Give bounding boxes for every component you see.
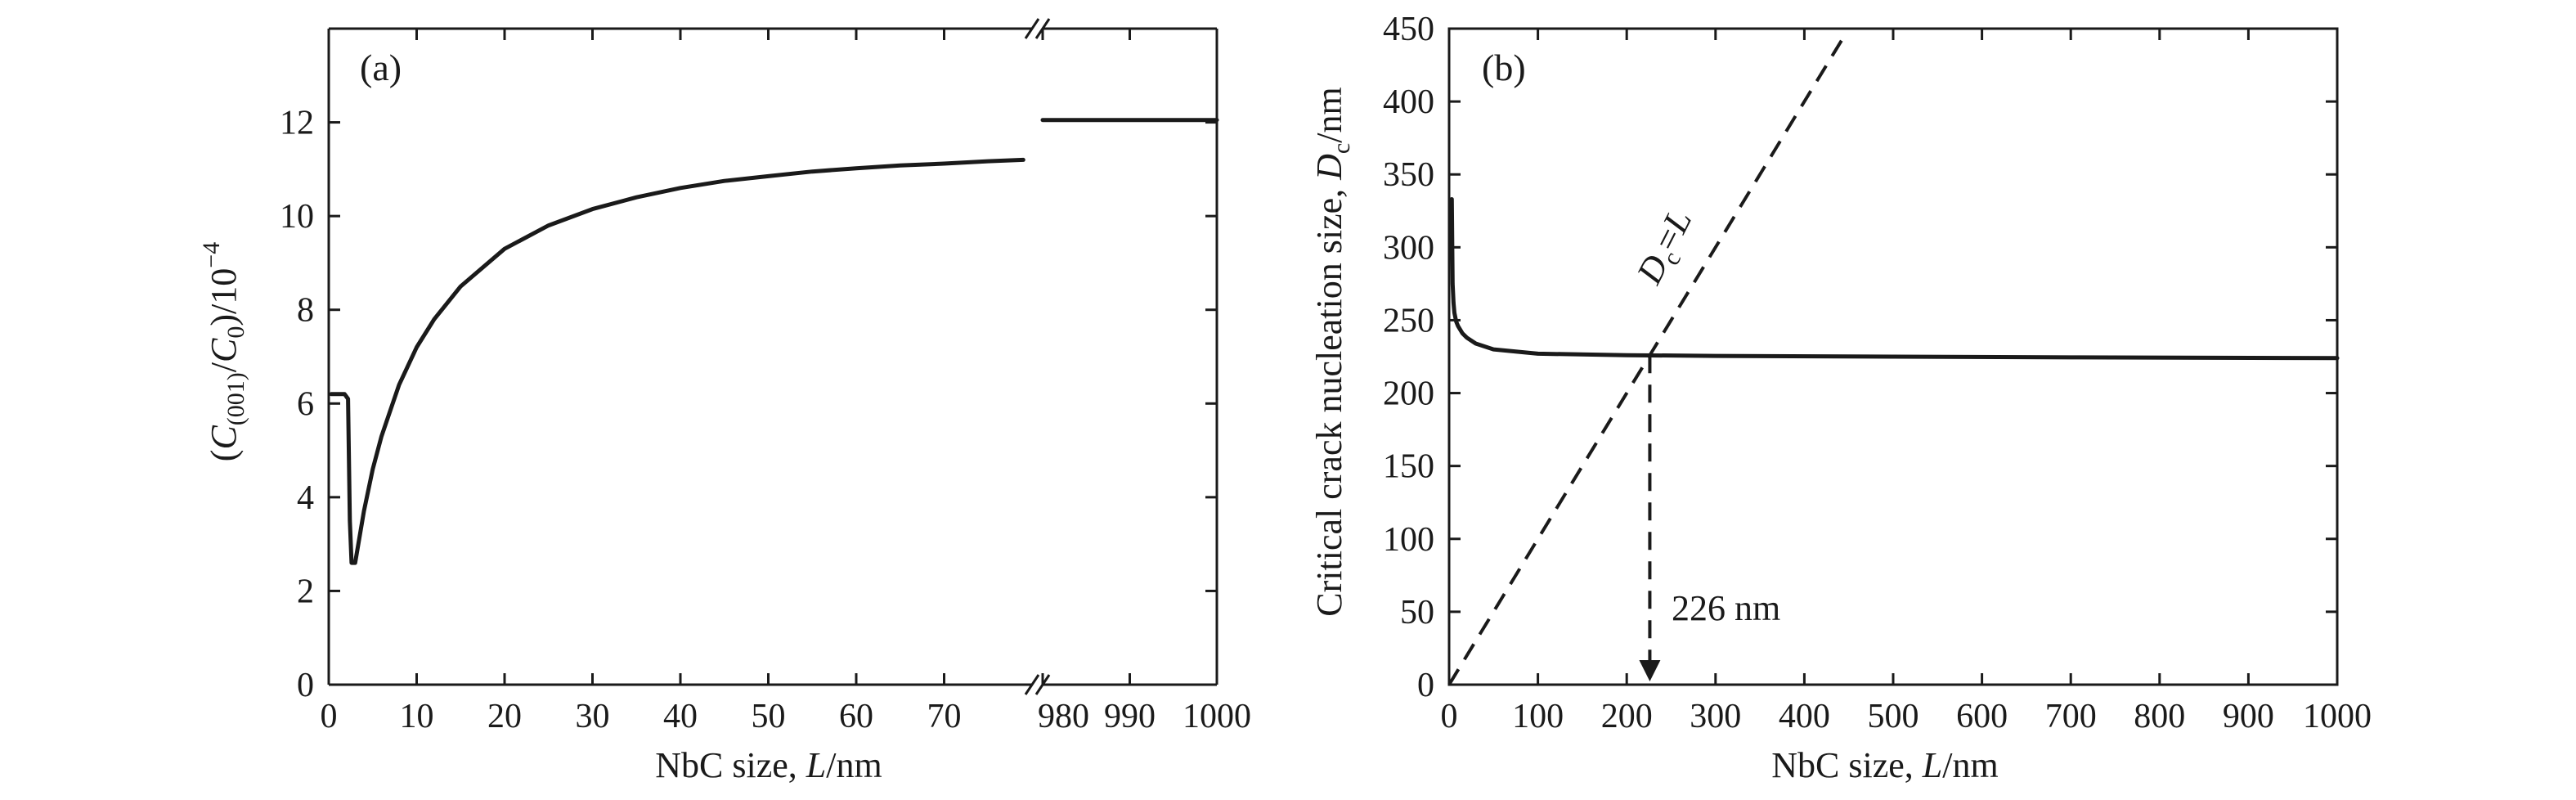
x-tick-label-a: 40 bbox=[663, 698, 698, 735]
x-tick-label-a: 50 bbox=[752, 698, 786, 735]
y-tick-label-b: 250 bbox=[1383, 302, 1434, 339]
y-tick-label-b: 150 bbox=[1383, 448, 1434, 486]
x-tick-label-b: 100 bbox=[1512, 698, 1564, 735]
y-axis-label-b: Critical crack nucleation size, Dc/nm bbox=[1309, 87, 1355, 616]
x-tick-label-a: 30 bbox=[576, 698, 610, 735]
axis-break-mark bbox=[1024, 674, 1040, 695]
y-tick-label-a: 8 bbox=[297, 292, 314, 330]
line-label-dc-equals-l: Dc=L bbox=[1628, 203, 1704, 293]
chart-panel-b: 0 50 100 150 200 250 300 350 400 450 0 100 200 300 400… bbox=[1309, 11, 2372, 785]
x-tick-label-a: 10 bbox=[400, 698, 434, 735]
y-tick-label-a: 2 bbox=[297, 573, 314, 610]
x-tick-label-a: 980 bbox=[1038, 698, 1089, 735]
y-tick-label-a: 10 bbox=[280, 198, 314, 236]
y-tick-label-b: 300 bbox=[1383, 229, 1434, 267]
y-tick-label-b: 50 bbox=[1400, 594, 1434, 631]
y-tick-label-b: 200 bbox=[1383, 375, 1434, 413]
x-tick-label-a: 990 bbox=[1104, 698, 1156, 735]
x-tick-label-b: 400 bbox=[1779, 698, 1830, 735]
x-tick-label-b: 700 bbox=[2045, 698, 2097, 735]
series-line-a-0 bbox=[329, 157, 1025, 565]
series-line-b bbox=[1448, 197, 2340, 361]
x-tick-label-b: 1000 bbox=[2303, 698, 2372, 735]
y-tick-label-b: 450 bbox=[1383, 11, 1434, 48]
y-tick-label-a: 0 bbox=[297, 667, 314, 704]
x-tick-label-b: 0 bbox=[1441, 698, 1458, 735]
x-tick-label-b: 500 bbox=[1868, 698, 1919, 735]
y-tick-label-b: 0 bbox=[1417, 667, 1434, 704]
x-tick-label-a: 20 bbox=[487, 698, 522, 735]
x-axis-label-b: NbC size, L/nm bbox=[1771, 745, 1998, 785]
marker-arrow-head bbox=[1639, 660, 1661, 681]
marker-annotation-text: 226 nm bbox=[1672, 588, 1780, 628]
x-tick-label-b: 200 bbox=[1601, 698, 1653, 735]
x-tick-label-a: 0 bbox=[321, 698, 338, 735]
axis-break-mark bbox=[1024, 18, 1040, 39]
x-tick-label-a: 70 bbox=[927, 698, 962, 735]
y-axis-label-a: (C(001)/C0)/10−4 bbox=[198, 242, 249, 461]
y-tick-label-a: 6 bbox=[297, 385, 314, 423]
x-tick-label-a: 1000 bbox=[1183, 698, 1251, 735]
x-tick-label-b: 600 bbox=[1956, 698, 2008, 735]
x-tick-label-b: 900 bbox=[2223, 698, 2274, 735]
chart-panel-a: 0 2 4 6 8 10 12 0 10 20 30 40 50 60 70 980 990 1000 (a) N… bbox=[198, 18, 1251, 785]
y-tick-label-a: 4 bbox=[297, 479, 314, 517]
x-tick-label-b: 800 bbox=[2134, 698, 2185, 735]
x-axis-label-a: NbC size, L/nm bbox=[655, 745, 882, 785]
y-tick-label-b: 400 bbox=[1383, 83, 1434, 121]
y-tick-label-a: 12 bbox=[280, 105, 314, 142]
panel-label-b: (b) bbox=[1482, 47, 1526, 88]
panel-label-a: (a) bbox=[360, 47, 402, 88]
x-tick-label-a: 60 bbox=[839, 698, 873, 735]
x-tick-label-b: 300 bbox=[1690, 698, 1741, 735]
y-tick-label-b: 350 bbox=[1383, 156, 1434, 194]
y-tick-label-b: 100 bbox=[1383, 521, 1434, 559]
dashed-line-dc-equals-l bbox=[1447, 34, 1847, 686]
